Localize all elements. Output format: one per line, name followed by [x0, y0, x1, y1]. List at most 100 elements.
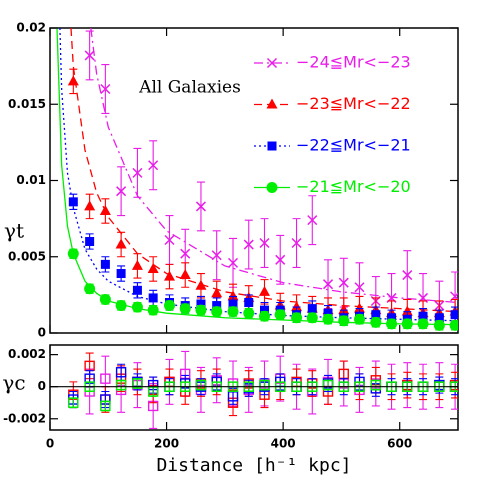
- marker: [85, 237, 95, 246]
- marker: [322, 279, 334, 290]
- legend-marker: [266, 182, 278, 193]
- marker: [115, 379, 127, 391]
- legend-marker: [266, 98, 278, 109]
- marker: [115, 367, 127, 378]
- x-tick-label: 400: [271, 437, 296, 451]
- legend-label: −23≦Mr<−22: [296, 94, 411, 113]
- marker: [274, 309, 286, 321]
- marker: [353, 302, 365, 313]
- legend-label: −24≦Mr<−23: [296, 53, 411, 72]
- marker: [243, 239, 254, 250]
- marker: [449, 319, 458, 331]
- marker: [195, 201, 206, 212]
- marker: [164, 234, 175, 246]
- marker: [179, 269, 191, 280]
- marker: [132, 285, 142, 295]
- marker: [401, 305, 413, 316]
- marker: [227, 306, 239, 318]
- marker: [196, 299, 206, 309]
- legend-label: −21≦Mr<−20: [296, 177, 411, 196]
- marker: [148, 293, 158, 303]
- marker: [68, 197, 78, 207]
- marker: [84, 283, 96, 295]
- legend-marker: [267, 141, 277, 151]
- marker: [179, 303, 191, 315]
- marker: [401, 318, 413, 330]
- marker: [115, 300, 127, 312]
- marker: [370, 316, 382, 328]
- marker: [353, 313, 365, 325]
- marker: [307, 304, 317, 314]
- legend-marker: [266, 57, 278, 69]
- marker: [99, 293, 111, 305]
- fit-line: [90, 28, 458, 304]
- marker: [211, 287, 223, 298]
- legend-label: −22≦Mr<−21: [296, 136, 411, 155]
- marker: [148, 160, 159, 171]
- marker: [100, 259, 110, 269]
- marker: [227, 257, 239, 268]
- error-bar: [117, 363, 126, 381]
- marker: [163, 270, 175, 281]
- y-tick-label: 0.01: [16, 173, 46, 187]
- y-tick-label: 0.005: [8, 249, 46, 263]
- marker: [131, 259, 143, 270]
- marker: [116, 269, 126, 279]
- marker: [132, 167, 143, 178]
- marker: [291, 312, 303, 324]
- top-plot: [56, 28, 458, 331]
- error-bar: [101, 400, 110, 412]
- marker: [132, 378, 143, 389]
- marker: [386, 318, 398, 330]
- marker: [227, 290, 239, 301]
- marker: [100, 400, 111, 412]
- marker: [354, 282, 365, 293]
- marker: [116, 186, 127, 197]
- marker: [417, 318, 429, 330]
- marker: [147, 262, 159, 273]
- marker: [67, 248, 79, 260]
- marker: [258, 310, 270, 322]
- marker: [259, 237, 270, 249]
- y-tick-label: 0.002: [8, 347, 46, 361]
- fit-line: [70, 28, 458, 313]
- marker: [291, 237, 302, 249]
- marker: [338, 304, 350, 315]
- x-axis-label: Distance [h⁻¹ kpc]: [156, 455, 351, 476]
- marker: [259, 379, 270, 391]
- x-tick-label: 200: [154, 437, 179, 451]
- marker: [307, 215, 318, 226]
- marker: [434, 313, 444, 323]
- marker: [291, 301, 303, 312]
- marker: [322, 379, 334, 391]
- fit-line: [59, 28, 458, 322]
- marker: [211, 306, 223, 318]
- marker: [418, 311, 428, 321]
- marker: [322, 313, 334, 325]
- marker: [147, 304, 159, 316]
- marker: [195, 279, 207, 290]
- marker: [258, 285, 270, 296]
- marker: [433, 319, 445, 331]
- marker: [259, 305, 269, 315]
- marker: [387, 313, 397, 323]
- marker: [402, 270, 413, 281]
- y-tick-label: 0.02: [16, 21, 46, 35]
- y-axis-label: γc: [2, 371, 25, 395]
- marker: [306, 312, 318, 324]
- marker: [323, 308, 333, 318]
- marker: [195, 379, 207, 391]
- marker: [195, 304, 207, 316]
- marker: [100, 83, 111, 95]
- marker: [84, 50, 95, 61]
- marker: [115, 238, 127, 249]
- marker: [131, 301, 143, 313]
- y-tick-label: 0: [38, 379, 46, 393]
- marker: [163, 300, 175, 312]
- marker: [228, 299, 238, 309]
- marker: [244, 298, 254, 307]
- marker: [99, 205, 111, 215]
- marker: [100, 373, 111, 384]
- bottom-frame: [49, 344, 459, 431]
- marker: [371, 310, 381, 320]
